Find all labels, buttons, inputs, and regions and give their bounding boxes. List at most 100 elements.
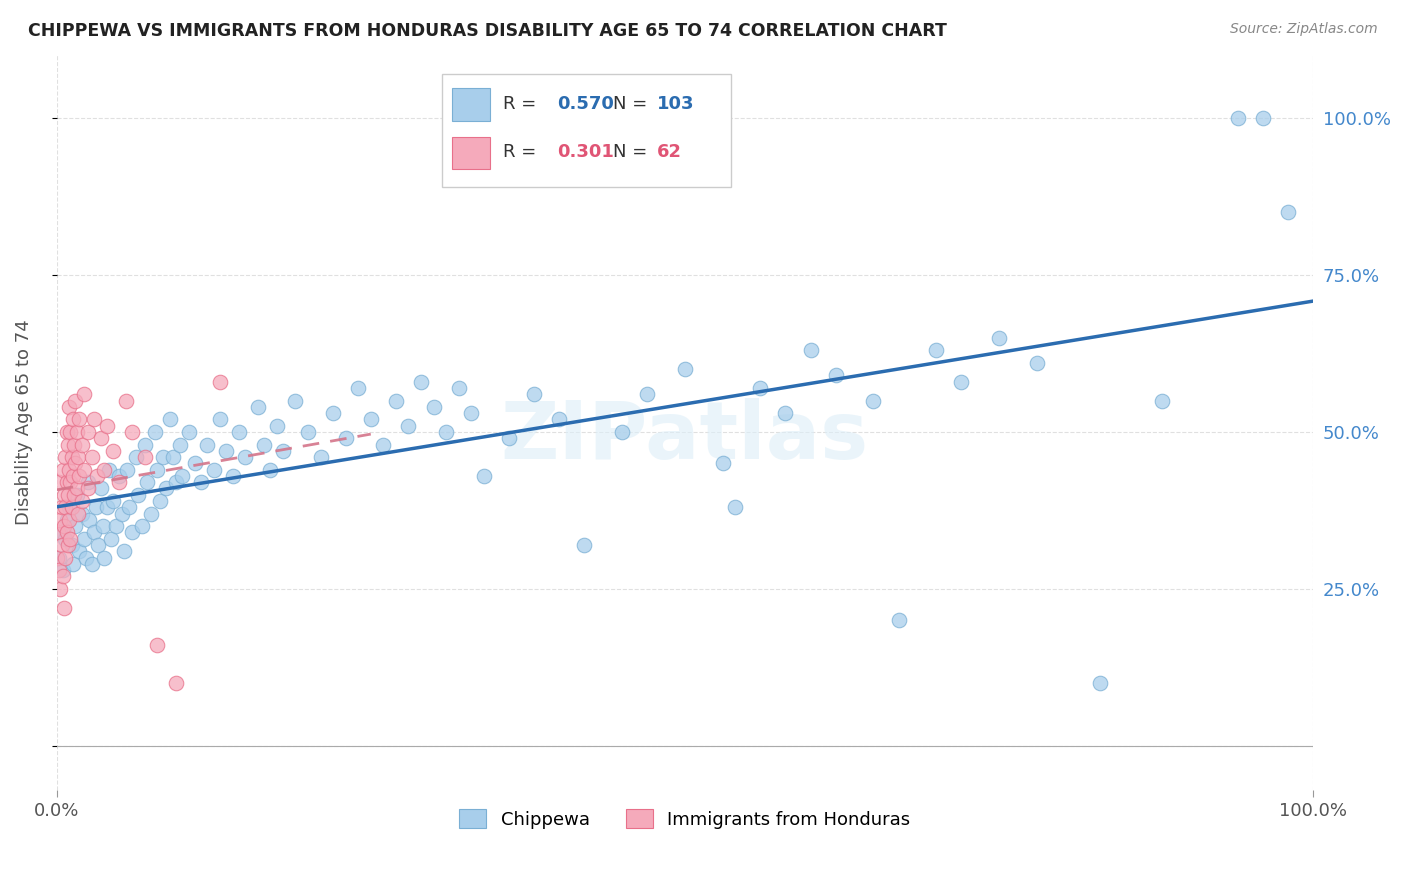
Point bbox=[91, 519, 114, 533]
Point bbox=[208, 412, 231, 426]
Point bbox=[159, 412, 181, 426]
Point bbox=[67, 544, 90, 558]
Point bbox=[100, 532, 122, 546]
Point bbox=[58, 400, 80, 414]
Point bbox=[190, 475, 212, 490]
Point bbox=[49, 582, 72, 596]
Point bbox=[548, 412, 571, 426]
Point bbox=[77, 425, 100, 439]
Point bbox=[385, 393, 408, 408]
Point bbox=[202, 462, 225, 476]
Point bbox=[114, 393, 136, 408]
Point bbox=[45, 550, 67, 565]
Point bbox=[197, 437, 219, 451]
Point bbox=[51, 500, 73, 515]
Point bbox=[472, 469, 495, 483]
Point bbox=[800, 343, 823, 358]
Point bbox=[824, 368, 846, 383]
Point bbox=[67, 412, 90, 426]
Point bbox=[409, 375, 432, 389]
Point bbox=[59, 475, 82, 490]
Point bbox=[1152, 393, 1174, 408]
Point bbox=[162, 450, 184, 464]
Point bbox=[146, 462, 169, 476]
Point bbox=[73, 462, 96, 476]
Point bbox=[111, 507, 134, 521]
Point bbox=[52, 563, 75, 577]
Point bbox=[80, 450, 103, 464]
Point bbox=[1251, 111, 1274, 125]
Point bbox=[55, 550, 77, 565]
Point bbox=[52, 569, 75, 583]
Point bbox=[104, 519, 127, 533]
Point bbox=[65, 456, 87, 470]
Point bbox=[114, 544, 136, 558]
Point bbox=[53, 600, 76, 615]
Point bbox=[79, 513, 101, 527]
Point bbox=[55, 513, 77, 527]
Point bbox=[724, 500, 747, 515]
Point bbox=[775, 406, 797, 420]
Text: N =: N = bbox=[613, 95, 648, 112]
Point bbox=[62, 557, 84, 571]
Point bbox=[322, 406, 344, 420]
Point bbox=[297, 425, 319, 439]
Point bbox=[48, 475, 70, 490]
Point bbox=[65, 519, 87, 533]
Point bbox=[83, 525, 105, 540]
Point bbox=[52, 462, 75, 476]
Point bbox=[172, 469, 194, 483]
Point bbox=[169, 437, 191, 451]
Point bbox=[53, 519, 76, 533]
Point bbox=[165, 676, 187, 690]
Point bbox=[55, 500, 77, 515]
Point bbox=[73, 532, 96, 546]
Point bbox=[58, 513, 80, 527]
FancyBboxPatch shape bbox=[453, 88, 491, 120]
Point bbox=[574, 538, 596, 552]
Point bbox=[228, 425, 250, 439]
Point bbox=[498, 431, 520, 445]
Point bbox=[58, 462, 80, 476]
Y-axis label: Disability Age 65 to 74: Disability Age 65 to 74 bbox=[15, 319, 32, 525]
Point bbox=[80, 557, 103, 571]
Point bbox=[165, 475, 187, 490]
Point bbox=[75, 550, 97, 565]
Point bbox=[134, 450, 156, 464]
Point bbox=[215, 443, 238, 458]
Point bbox=[93, 462, 115, 476]
Point bbox=[118, 500, 141, 515]
Point bbox=[335, 431, 357, 445]
Point bbox=[246, 400, 269, 414]
Point bbox=[115, 462, 138, 476]
Point bbox=[253, 437, 276, 451]
Point bbox=[63, 437, 86, 451]
Point bbox=[127, 488, 149, 502]
Text: R =: R = bbox=[503, 143, 536, 161]
Text: R =: R = bbox=[503, 95, 536, 112]
Point bbox=[53, 488, 76, 502]
Point bbox=[950, 375, 973, 389]
Point bbox=[184, 456, 207, 470]
Point bbox=[55, 475, 77, 490]
Point bbox=[46, 525, 69, 540]
Point bbox=[66, 450, 89, 464]
Point bbox=[523, 387, 546, 401]
Point bbox=[66, 507, 89, 521]
Point bbox=[48, 563, 70, 577]
Point bbox=[55, 525, 77, 540]
Text: N =: N = bbox=[613, 143, 648, 161]
Point bbox=[58, 500, 80, 515]
Point bbox=[56, 538, 79, 552]
Point bbox=[988, 331, 1011, 345]
Point bbox=[60, 450, 83, 464]
Point bbox=[711, 456, 734, 470]
Point bbox=[84, 500, 107, 515]
Point bbox=[259, 462, 281, 476]
Text: Source: ZipAtlas.com: Source: ZipAtlas.com bbox=[1230, 22, 1378, 37]
Point bbox=[93, 550, 115, 565]
Point bbox=[155, 482, 177, 496]
Point bbox=[887, 613, 910, 627]
Point bbox=[77, 482, 100, 496]
Point bbox=[87, 538, 110, 552]
